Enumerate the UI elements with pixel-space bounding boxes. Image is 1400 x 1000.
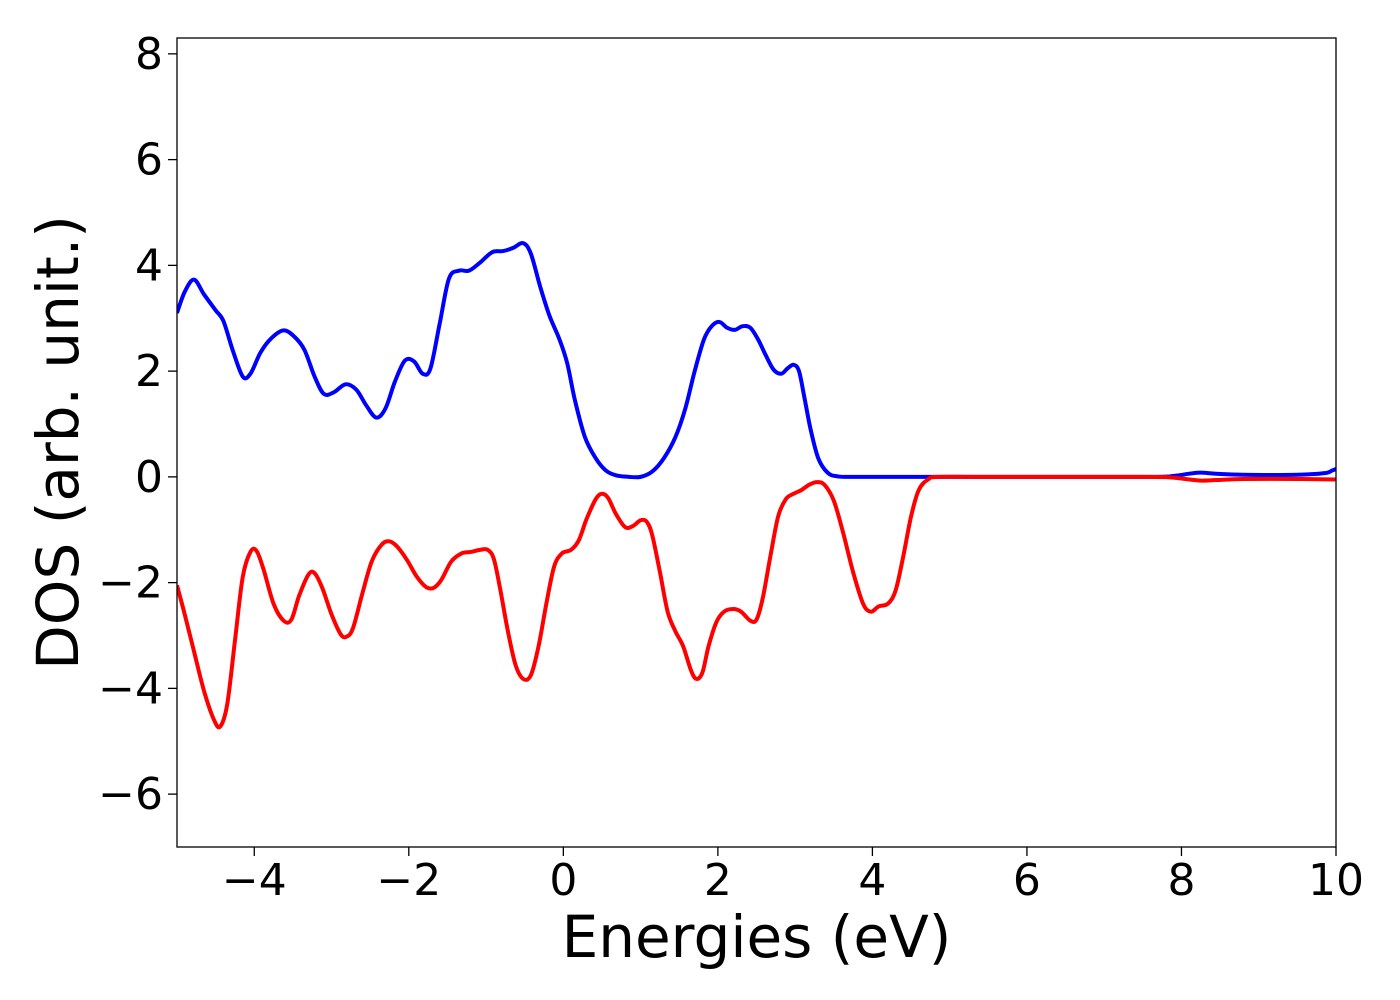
x-tick-label: 2: [704, 855, 732, 906]
x-axis-label: Energies (eV): [562, 903, 952, 971]
x-tick-label: 6: [1013, 855, 1041, 906]
plot-area: [177, 241, 1336, 730]
x-tick-label: 10: [1308, 855, 1364, 906]
x-tick-label: 4: [858, 855, 886, 906]
series-line-1: [177, 241, 1336, 480]
x-tick-label: 0: [549, 855, 577, 906]
x-tick-label: −2: [376, 855, 441, 906]
y-tick-label: −4: [98, 663, 163, 714]
y-tick-label: 6: [135, 135, 163, 186]
x-axis: −4 −2 0 2 4 6 8 10: [222, 847, 1364, 906]
plot-frame: [176, 37, 1337, 848]
y-axis-label: DOS (arb. unit.): [24, 215, 92, 670]
x-tick-label: 8: [1167, 855, 1195, 906]
y-tick-label: 4: [135, 240, 163, 291]
y-tick-label: −6: [98, 769, 163, 820]
y-tick-label: 0: [135, 452, 163, 503]
y-tick-label: 8: [135, 29, 163, 80]
x-tick-label: −4: [222, 855, 287, 906]
y-tick-label: −2: [98, 558, 163, 609]
y-axis: −6 −4 −2 0 2 4 6 8: [98, 29, 177, 820]
y-tick-label: 2: [135, 346, 163, 397]
series-line-2: [177, 474, 1336, 730]
